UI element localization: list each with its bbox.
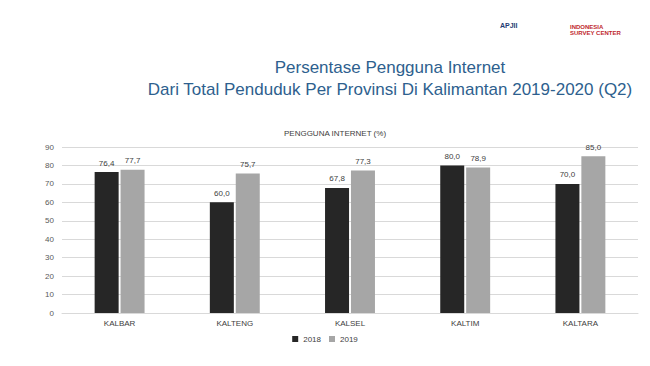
svg-text:50: 50 [45,216,54,225]
svg-text:85,0: 85,0 [586,143,602,152]
svg-text:67,8: 67,8 [329,174,345,183]
svg-text:10: 10 [45,290,54,299]
svg-text:2019: 2019 [340,335,358,344]
svg-text:30: 30 [45,253,54,262]
svg-text:KALBAR: KALBAR [104,319,136,328]
svg-text:70,0: 70,0 [560,170,576,179]
svg-text:INDONESIA: INDONESIA [570,24,605,30]
svg-text:PENGGUNA INTERNET (%): PENGGUNA INTERNET (%) [284,129,386,138]
svg-text:76,4: 76,4 [99,159,115,168]
svg-text:2018: 2018 [303,335,321,344]
svg-text:0: 0 [50,309,55,318]
svg-text:KALTARA: KALTARA [563,319,599,328]
svg-text:KALSEL: KALSEL [335,319,366,328]
svg-text:KALTENG: KALTENG [216,319,253,328]
svg-text:20: 20 [45,272,54,281]
svg-text:80,0: 80,0 [444,152,460,161]
svg-text:Persentase Pengguna Internet: Persentase Pengguna Internet [275,58,506,77]
svg-text:60,0: 60,0 [214,189,230,198]
svg-text:KALTIM: KALTIM [451,319,480,328]
svg-text:40: 40 [45,235,54,244]
svg-text:SURVEY CENTER: SURVEY CENTER [570,30,621,36]
svg-text:80: 80 [45,161,54,170]
svg-text:60: 60 [45,198,54,207]
svg-text:90: 90 [45,143,54,152]
svg-text:78,9: 78,9 [470,154,486,163]
svg-text:70: 70 [45,179,54,188]
svg-text:75,7: 75,7 [240,160,256,169]
svg-text:Dari Total Penduduk Per Provin: Dari Total Penduduk Per Provinsi Di Kali… [148,80,632,99]
svg-text:77,3: 77,3 [355,157,371,166]
svg-text:APJII: APJII [500,22,518,29]
svg-text:77,7: 77,7 [125,156,141,165]
